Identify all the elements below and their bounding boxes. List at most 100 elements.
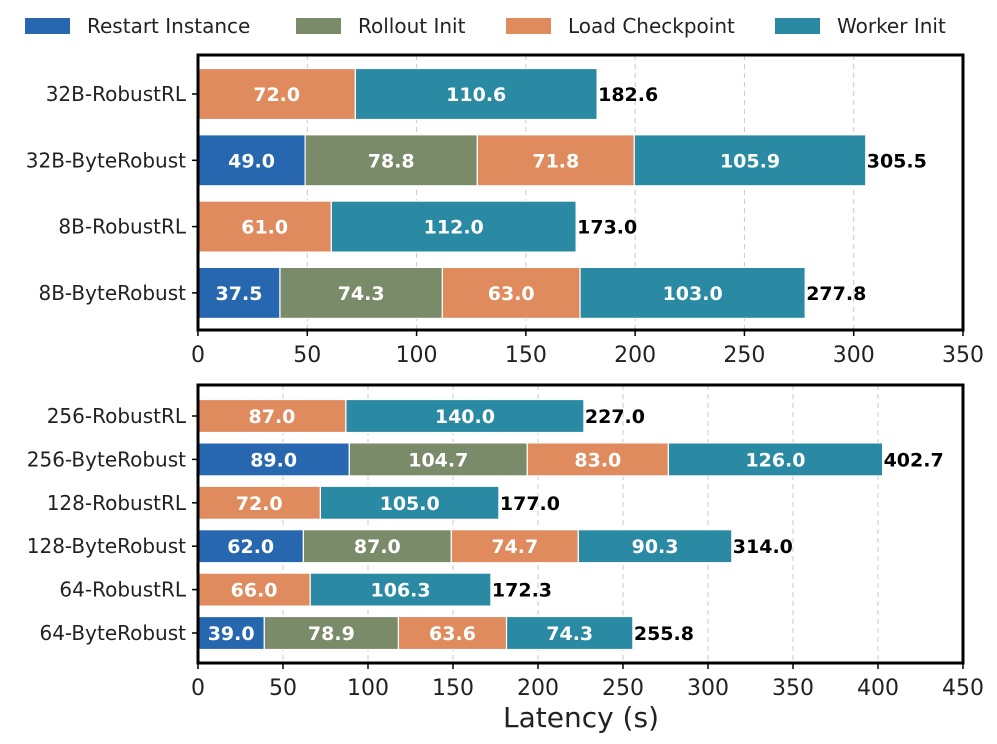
plot-frame bbox=[196, 383, 965, 665]
bar-segment-restart-instance bbox=[197, 134, 306, 187]
x-tick-label: 450 bbox=[942, 676, 984, 701]
bar-segment-rollout-init bbox=[304, 134, 478, 187]
bar-segment-worker-init bbox=[579, 266, 806, 319]
bottom-panel-chart: 87.0 140.0 227.0 256-RobustRL 89.0 104.7 83.0 1… bbox=[27, 383, 984, 701]
bar-total-label: 305.5 bbox=[867, 150, 927, 172]
bar-segment-worker-init bbox=[633, 134, 867, 187]
plot-frame bbox=[196, 53, 965, 332]
x-tick-label: 200 bbox=[517, 676, 559, 701]
bar-total-label: 182.6 bbox=[598, 84, 658, 106]
x-tick-label: 100 bbox=[347, 676, 389, 701]
bar-segment-label: 105.9 bbox=[720, 150, 780, 172]
legend-label-rollout-init: Rollout Init bbox=[358, 14, 466, 38]
bar-segment-worker-init bbox=[330, 200, 577, 253]
bar-segment-label: 112.0 bbox=[424, 217, 484, 239]
bar-segment-rollout-init bbox=[263, 615, 400, 651]
bar-total-label: 173.0 bbox=[577, 217, 637, 239]
x-tick-label: 300 bbox=[833, 343, 875, 368]
bar-segment-worker-init bbox=[577, 529, 733, 564]
bar-segment-worker-init bbox=[319, 485, 500, 520]
bar-segment-label: 66.0 bbox=[231, 580, 278, 602]
bar-segment-label: 39.0 bbox=[208, 623, 255, 645]
bar-segment-worker-init bbox=[309, 572, 492, 607]
bar-segment-rollout-init bbox=[348, 442, 528, 477]
bar-segment-load-checkpoint bbox=[476, 134, 635, 187]
x-tick-label: 100 bbox=[396, 343, 438, 368]
bar-segment-label: 78.9 bbox=[308, 623, 355, 645]
bar-segment-load-checkpoint bbox=[197, 200, 332, 253]
bar-segment-worker-init bbox=[505, 615, 634, 651]
legend-swatch-rollout-init bbox=[296, 18, 341, 34]
x-tick-label: 150 bbox=[432, 676, 474, 701]
category-tick-label: 8B-RobustRL bbox=[58, 215, 186, 239]
bar-segment-label: 74.3 bbox=[546, 623, 593, 645]
bar-segment-load-checkpoint bbox=[450, 529, 579, 564]
bar-segment-load-checkpoint bbox=[197, 485, 322, 520]
bar-total-label: 227.0 bbox=[585, 406, 645, 428]
legend: Restart Instance Rollout Init Load Checkpo… bbox=[25, 14, 946, 38]
x-tick-label: 50 bbox=[269, 676, 297, 701]
bar-segment-label: 74.7 bbox=[491, 536, 538, 558]
top-panel-chart: 72.0 110.6 182.6 32B-RobustRL 49.0 78.8 71.8 10… bbox=[26, 53, 984, 368]
bar-total-label: 314.0 bbox=[733, 536, 793, 558]
x-tick-label: 0 bbox=[191, 343, 205, 368]
bar-segment-worker-init bbox=[667, 442, 884, 477]
bar-segment-label: 90.3 bbox=[632, 536, 679, 558]
x-tick-label: 400 bbox=[857, 676, 899, 701]
category-tick-label: 64-RobustRL bbox=[59, 578, 186, 602]
bar-segment-worker-init bbox=[345, 398, 585, 434]
bar-segment-label: 71.8 bbox=[532, 150, 579, 172]
legend-swatch-worker-init bbox=[775, 18, 820, 34]
x-tick-label: 50 bbox=[293, 343, 321, 368]
bar-segment-label: 103.0 bbox=[663, 283, 723, 305]
bar-segment-label: 87.0 bbox=[354, 536, 401, 558]
category-tick-label: 32B-RobustRL bbox=[46, 82, 187, 106]
x-tick-label: 300 bbox=[687, 676, 729, 701]
bar-segment-load-checkpoint bbox=[441, 266, 581, 319]
bar-segment-label: 37.5 bbox=[216, 283, 263, 305]
bar-segment-restart-instance bbox=[197, 529, 305, 564]
bar-segment-rollout-init bbox=[302, 529, 452, 564]
bar-segment-label: 63.6 bbox=[429, 623, 476, 645]
bar-segment-load-checkpoint bbox=[197, 572, 311, 607]
bar-segment-restart-instance bbox=[197, 442, 350, 477]
legend-label-load-checkpoint: Load Checkpoint bbox=[568, 14, 735, 38]
x-tick-label: 0 bbox=[191, 676, 205, 701]
bar-segment-label: 106.3 bbox=[371, 580, 431, 602]
bar-segment-label: 61.0 bbox=[241, 217, 288, 239]
bar-segment-restart-instance bbox=[197, 615, 265, 651]
category-tick-label: 256-RobustRL bbox=[47, 404, 187, 428]
bar-segment-label: 63.0 bbox=[488, 283, 535, 305]
bar-total-label: 172.3 bbox=[492, 580, 552, 602]
category-tick-label: 8B-ByteRobust bbox=[38, 281, 186, 305]
category-tick-label: 128-ByteRobust bbox=[27, 534, 186, 558]
x-tick-label: 200 bbox=[614, 343, 656, 368]
bar-segment-label: 140.0 bbox=[435, 406, 495, 428]
bar-segment-label: 49.0 bbox=[228, 150, 275, 172]
bar-segment-label: 72.0 bbox=[236, 493, 283, 515]
bar-segment-label: 105.0 bbox=[380, 493, 440, 515]
bar-segment-label: 89.0 bbox=[250, 449, 297, 471]
bar-total-label: 277.8 bbox=[806, 283, 866, 305]
bar-segment-label: 78.8 bbox=[368, 150, 415, 172]
legend-label-restart-instance: Restart Instance bbox=[87, 14, 250, 38]
bar-total-label: 255.8 bbox=[634, 623, 694, 645]
bar-segment-load-checkpoint bbox=[197, 67, 356, 121]
x-tick-label: 250 bbox=[602, 676, 644, 701]
legend-swatch-restart-instance bbox=[25, 18, 70, 34]
bar-segment-label: 110.6 bbox=[446, 84, 506, 106]
bar-total-label: 177.0 bbox=[500, 493, 560, 515]
bar-segment-label: 126.0 bbox=[745, 449, 805, 471]
bar-segment-label: 72.0 bbox=[253, 84, 300, 106]
legend-label-worker-init: Worker Init bbox=[837, 14, 946, 38]
category-tick-label: 256-ByteRobust bbox=[27, 447, 186, 471]
bar-segment-load-checkpoint bbox=[197, 398, 347, 434]
bar-segment-rollout-init bbox=[279, 266, 443, 319]
x-axis-label: Latency (s) bbox=[503, 701, 659, 734]
x-tick-label: 350 bbox=[772, 676, 814, 701]
bar-segment-label: 104.7 bbox=[408, 449, 468, 471]
category-tick-label: 128-RobustRL bbox=[47, 491, 187, 515]
bar-segment-worker-init bbox=[354, 67, 598, 121]
bar-segment-label: 83.0 bbox=[574, 449, 621, 471]
x-tick-label: 350 bbox=[942, 343, 984, 368]
